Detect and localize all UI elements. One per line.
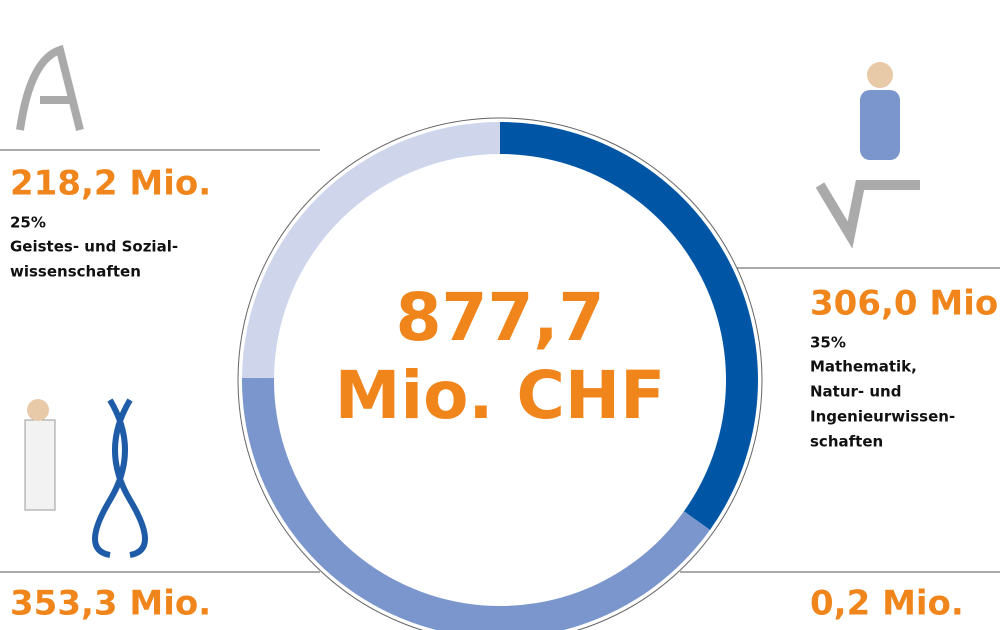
value-label: 306,0 Mio. [810, 284, 1000, 324]
center-value: 877,7 [396, 279, 605, 356]
center-unit: Mio. CHF [335, 357, 665, 434]
value-label: 218,2 Mio. [10, 164, 211, 204]
value-label: 353,3 Mio. [10, 584, 211, 624]
donut-segment [683, 511, 711, 531]
category-label: Geistes- und Sozial- [10, 238, 178, 256]
illustration [16, 44, 920, 558]
donut-segment [242, 122, 500, 379]
share-label: 35% [810, 334, 846, 352]
category-label: wissenschaften [10, 263, 141, 281]
value-label: 0,2 Mio. [810, 584, 964, 624]
category-label: Mathematik, [810, 358, 917, 376]
category-label: Ingenieurwissen- [810, 408, 955, 426]
ring-outline [237, 117, 763, 630]
share-label: 25% [10, 214, 46, 232]
donut-segment [500, 122, 758, 530]
donut-segment [242, 377, 710, 630]
category-label: schaften [810, 433, 883, 451]
category-label: Natur- und [810, 383, 901, 401]
